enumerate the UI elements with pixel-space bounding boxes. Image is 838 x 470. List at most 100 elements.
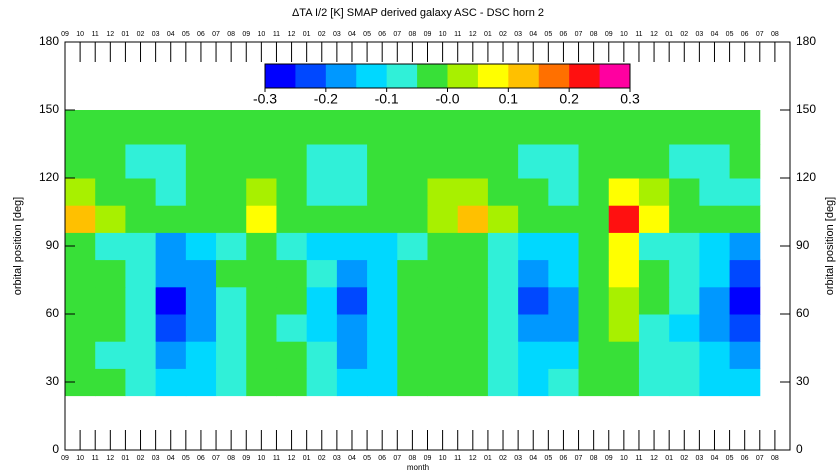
- heat-cell: [548, 341, 580, 369]
- heat-cell: [578, 110, 610, 145]
- x-tick-label-bottom: 11: [635, 455, 642, 462]
- x-tick-label-bottom: 05: [363, 455, 371, 462]
- heat-cell: [336, 368, 368, 397]
- heat-cell: [246, 232, 277, 261]
- x-tick-label-bottom: 06: [741, 455, 749, 462]
- heat-cell: [487, 232, 519, 261]
- heat-cell: [65, 144, 96, 179]
- heat-cell: [729, 368, 761, 397]
- colorbar-tick-label: -0.0: [435, 91, 459, 107]
- x-tick-label-bottom: 02: [499, 455, 507, 462]
- heat-cell: [638, 314, 670, 342]
- heat-cell: [487, 205, 519, 233]
- heat-cell: [155, 110, 187, 145]
- heat-cell: [246, 368, 277, 397]
- heat-cell: [638, 144, 670, 179]
- x-tick-label-bottom: 02: [137, 455, 145, 462]
- x-tick-label-top: 02: [137, 31, 145, 38]
- x-tick-label-bottom: 07: [575, 455, 583, 462]
- x-tick-label-bottom: 05: [182, 455, 190, 462]
- heat-cell: [155, 314, 187, 342]
- heat-cell: [518, 259, 549, 288]
- heat-cell: [729, 232, 761, 261]
- y-tick-label: 60: [46, 306, 60, 320]
- x-tick-label-top: 05: [182, 31, 190, 38]
- heat-cell: [578, 368, 610, 397]
- x-tick-label-bottom: 10: [439, 455, 447, 462]
- x-tick-label-top: 02: [318, 31, 326, 38]
- heat-cell: [246, 144, 277, 179]
- heat-cell: [578, 232, 610, 261]
- y-tick-label: 90: [46, 238, 60, 252]
- heat-cell: [457, 232, 489, 261]
- x-tick-label-top: 06: [560, 31, 568, 38]
- heat-cell: [548, 259, 580, 288]
- heat-cell: [608, 368, 640, 397]
- heat-cell: [548, 314, 580, 342]
- colorbar-segment: [599, 64, 631, 88]
- x-tick-label-top: 10: [439, 31, 447, 38]
- colorbar-tick-label: 0.1: [499, 91, 519, 107]
- heat-cell: [306, 178, 338, 206]
- heat-cell: [306, 144, 338, 179]
- heat-cell: [185, 110, 217, 145]
- chart-title: ΔTA I/2 [K] SMAP derived galaxy ASC - DS…: [292, 7, 544, 19]
- x-tick-label-bottom: 01: [122, 455, 130, 462]
- x-tick-label-top: 08: [590, 31, 598, 38]
- x-tick-label-top: 11: [454, 31, 461, 38]
- x-tick-label-bottom: 02: [680, 455, 688, 462]
- heat-cell: [518, 144, 549, 179]
- x-tick-label-top: 02: [499, 31, 507, 38]
- heat-cell: [608, 178, 640, 206]
- heat-cell: [729, 144, 761, 179]
- heat-cell: [518, 368, 549, 397]
- heat-cell: [548, 205, 580, 233]
- heat-cell: [306, 368, 338, 397]
- y-tick-label: 0: [52, 442, 59, 456]
- heat-cell: [336, 314, 368, 342]
- x-tick-label-top: 04: [711, 31, 719, 38]
- heat-cell: [216, 259, 247, 288]
- heat-cell: [518, 341, 549, 369]
- heat-cell: [65, 205, 96, 233]
- y-tick-label-right: 30: [796, 374, 810, 388]
- heat-cell: [608, 259, 640, 288]
- colorbar-segment: [477, 64, 509, 88]
- heat-cell: [65, 110, 96, 145]
- heat-cell: [608, 232, 640, 261]
- heat-cell: [518, 286, 549, 315]
- heat-cell: [729, 259, 761, 288]
- heat-cell: [457, 144, 489, 179]
- x-tick-label-bottom: 09: [424, 455, 432, 462]
- heat-cell: [336, 259, 368, 288]
- heat-cell: [699, 341, 731, 369]
- x-tick-label-top: 09: [61, 31, 69, 38]
- x-tick-label-bottom: 04: [167, 455, 175, 462]
- heat-cell: [548, 368, 580, 397]
- x-tick-label-top: 07: [212, 31, 220, 38]
- heat-cell: [336, 144, 368, 179]
- heat-cell: [125, 178, 157, 206]
- heat-cell: [669, 314, 700, 342]
- x-tick-label-top: 01: [303, 31, 311, 38]
- x-tick-label-bottom: 07: [212, 455, 220, 462]
- x-tick-label-top: 03: [514, 31, 522, 38]
- heat-cell: [397, 144, 428, 179]
- heat-cell: [397, 205, 428, 233]
- x-tick-label-bottom: 01: [665, 455, 673, 462]
- x-tick-label-top: 08: [227, 31, 235, 38]
- heat-cell: [397, 232, 428, 261]
- heat-cell: [185, 368, 217, 397]
- heat-cell: [457, 259, 489, 288]
- heat-cell: [578, 286, 610, 315]
- heat-cell: [246, 178, 277, 206]
- colorbar-segment: [538, 64, 570, 88]
- x-tick-label-top: 12: [469, 31, 477, 38]
- heat-cell: [729, 314, 761, 342]
- heat-cell: [487, 259, 519, 288]
- x-tick-label-top: 09: [242, 31, 250, 38]
- x-tick-label-top: 03: [695, 31, 703, 38]
- heat-cell: [246, 341, 277, 369]
- heat-cell: [246, 110, 277, 145]
